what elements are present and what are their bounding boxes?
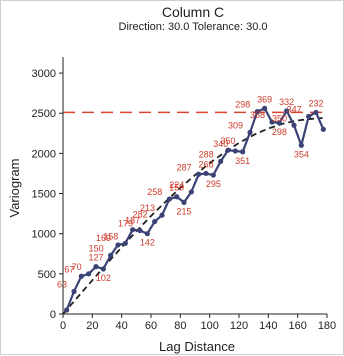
point-count-label: 142	[140, 238, 155, 248]
point-count-label: 150	[89, 243, 104, 253]
point-count-label: 169	[96, 233, 111, 243]
x-tick-label: 40	[116, 320, 128, 332]
x-tick-label: 100	[200, 320, 218, 332]
series-point	[232, 148, 238, 154]
point-count-label: 102	[96, 273, 111, 283]
chart-title: Column C	[162, 4, 224, 20]
y-tick-label: 1500	[32, 189, 56, 201]
series-point	[174, 194, 180, 200]
point-count-label: 340	[213, 139, 228, 149]
series-point	[115, 242, 121, 248]
point-count-label: 350	[220, 136, 235, 146]
point-count-label: 158	[103, 231, 118, 241]
x-tick-label: 80	[174, 320, 186, 332]
x-tick-label: 180	[318, 320, 336, 332]
series-point	[152, 219, 158, 225]
point-count-label: 369	[257, 94, 272, 104]
point-count-label: 298	[235, 100, 250, 110]
point-count-label: 258	[147, 187, 162, 197]
series-point	[130, 227, 136, 233]
series-point	[159, 212, 165, 218]
x-tick-label: 120	[230, 320, 248, 332]
series-point	[240, 149, 246, 155]
point-count-label: 70	[72, 262, 82, 272]
y-tick-label: 1000	[32, 229, 56, 241]
series-point	[203, 170, 209, 177]
series-point	[262, 105, 268, 111]
experimental-series-group	[64, 105, 326, 313]
series-point	[247, 129, 253, 136]
point-count-label: 159	[169, 183, 184, 193]
y-tick-label: 2000	[32, 148, 56, 160]
point-count-label: 350	[272, 113, 287, 123]
y-tick-label: 0	[50, 309, 56, 321]
point-count-label: 288	[199, 149, 214, 159]
point-count-label: 63	[57, 280, 67, 290]
model-curve	[62, 117, 323, 315]
point-count-label: 67	[64, 264, 74, 274]
series-point	[306, 113, 312, 120]
series-point	[78, 273, 84, 279]
point-count-label: 213	[140, 203, 155, 213]
series-point	[276, 120, 282, 126]
point-count-label: 224	[169, 180, 184, 190]
point-count-label: 127	[88, 253, 103, 263]
point-count-label: 354	[294, 149, 309, 159]
point-count-label: 232	[308, 98, 323, 108]
series-point	[218, 158, 224, 165]
point-count-label: 268	[198, 159, 213, 169]
point-count-label: 351	[235, 156, 250, 166]
series-point	[86, 271, 92, 277]
series-point	[254, 109, 260, 115]
point-count-label: 298	[272, 127, 287, 137]
series-point	[181, 199, 187, 205]
y-tick-label: 2500	[32, 108, 56, 120]
x-tick-label: 140	[259, 320, 277, 332]
series-point	[210, 172, 216, 178]
point-count-label: 347	[287, 104, 302, 114]
series-point	[225, 147, 231, 153]
point-count-label: 358	[250, 110, 265, 120]
series-point	[71, 288, 77, 295]
series-point	[313, 109, 319, 116]
series-point	[100, 266, 106, 272]
series-point	[320, 126, 326, 132]
series-point	[284, 108, 290, 114]
point-count-label: 282	[133, 210, 148, 220]
series-point	[298, 142, 304, 148]
x-tick-label: 20	[86, 320, 98, 332]
series-point	[166, 196, 172, 202]
series-point	[291, 122, 297, 128]
point-count-label: 287	[177, 162, 192, 172]
point-count-label: 187	[125, 216, 140, 226]
series-point	[64, 307, 70, 313]
tick-marks	[59, 72, 328, 318]
point-count-label: 179	[118, 218, 133, 228]
y-tick-label: 3000	[32, 68, 56, 80]
point-count-label: 332	[279, 97, 294, 107]
x-axis-label: Lag Distance	[159, 339, 235, 354]
x-tick-label: 160	[288, 320, 306, 332]
model-curve-group	[62, 117, 323, 315]
series-point	[188, 189, 194, 195]
point-count-label: 215	[176, 206, 191, 216]
x-tick-label: 0	[60, 320, 66, 332]
series-point	[108, 252, 114, 258]
series-point	[122, 240, 128, 246]
series-point	[196, 171, 202, 177]
chart-subtitle: Direction: 30.0 Tolerance: 30.0	[119, 21, 268, 33]
point-count-label: 295	[206, 179, 221, 189]
axes: 0 20 40 60 80 100 120 140 160 180 0 500 1000 1500 2000…	[32, 57, 336, 332]
x-tick-label: 60	[145, 320, 157, 332]
point-count-label: 309	[228, 120, 243, 130]
y-tick-label: 500	[38, 269, 56, 281]
series-point	[269, 119, 275, 125]
series-point	[144, 231, 150, 237]
series-point	[93, 264, 99, 270]
series-point	[137, 227, 143, 234]
y-axis-label: Variogram	[7, 158, 22, 217]
